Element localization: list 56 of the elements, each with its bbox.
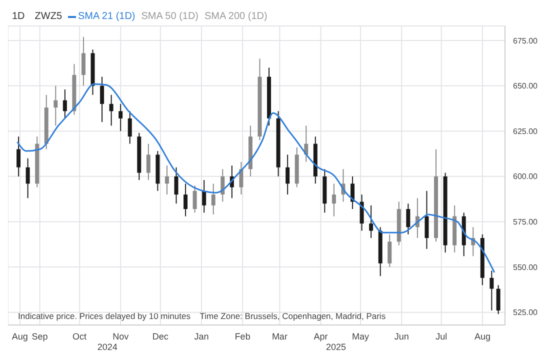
- x-tick-label: Mar: [272, 331, 288, 342]
- y-tick-label: 575.00: [513, 218, 538, 227]
- candlestick: [174, 166, 178, 204]
- text: SMA 50 (1D): [141, 11, 199, 22]
- text: 2025: [326, 342, 346, 352]
- candlestick: [16, 136, 21, 177]
- y-tick-label: 550.00: [513, 262, 538, 272]
- y-tick-label: 675.00: [513, 36, 538, 46]
- annotation: Indicative price. Prices delayed by 10 minutes Time Zone: Brussels, Copenhagen, Madrid, Paris: [18, 311, 386, 321]
- x-tick-label: Jun: [394, 331, 409, 342]
- candlestick: [184, 183, 188, 217]
- candlestick: [211, 183, 216, 215]
- legend-label: SMA 21 (1D): [78, 11, 136, 22]
- candlestick: [424, 190, 429, 250]
- text: ZWZ5: [34, 11, 62, 22]
- line-series: [16, 83, 496, 274]
- text: 2024: [97, 342, 118, 352]
- candlestick: [100, 76, 104, 123]
- y-tick-label: 525.00: [513, 308, 538, 318]
- x-tick-label: Aug: [474, 331, 490, 342]
- candlestick: [332, 183, 336, 217]
- candlestick: [388, 234, 392, 268]
- x-tick-label: Aug: [12, 331, 28, 342]
- x-tick-label: Jul: [436, 331, 448, 342]
- x-tick-label: May: [352, 331, 370, 342]
- chart-title: 1D: [12, 11, 25, 22]
- candlestick: [496, 284, 500, 315]
- candlestick: [109, 94, 114, 126]
- x-tick-label: Dec: [152, 331, 169, 342]
- candlestick: [26, 158, 30, 199]
- candlestick: [128, 110, 132, 144]
- candlestick: [54, 85, 58, 126]
- candlestick: [62, 88, 67, 119]
- candlestick: [202, 180, 206, 214]
- candlestick: [81, 36, 86, 86]
- candlestick: [239, 161, 244, 196]
- x-tick-label: Oct: [72, 331, 88, 342]
- x-tick-label: Sep: [32, 331, 48, 342]
- candlestick: [146, 143, 150, 181]
- candlestick: [164, 165, 169, 196]
- candlestick: [369, 204, 374, 239]
- candlestick: [286, 154, 290, 196]
- candlestick: [118, 103, 123, 132]
- x-tick-label: Feb: [234, 331, 250, 342]
- candlestick: [490, 270, 494, 312]
- candlestick: [350, 176, 355, 210]
- y-tick-label: 650.00: [513, 82, 538, 91]
- x-tick-label: Nov: [112, 331, 130, 342]
- x-tick-label: Jan: [194, 331, 209, 342]
- y-tick-label: 625.00: [513, 126, 538, 136]
- text: SMA 200 (1D): [204, 11, 268, 22]
- x-tick-label: Apr: [314, 331, 328, 342]
- candlestick: [192, 184, 197, 214]
- candlestick: [220, 168, 225, 202]
- candlestick: [406, 203, 410, 235]
- y-tick-label: 600.00: [513, 172, 538, 182]
